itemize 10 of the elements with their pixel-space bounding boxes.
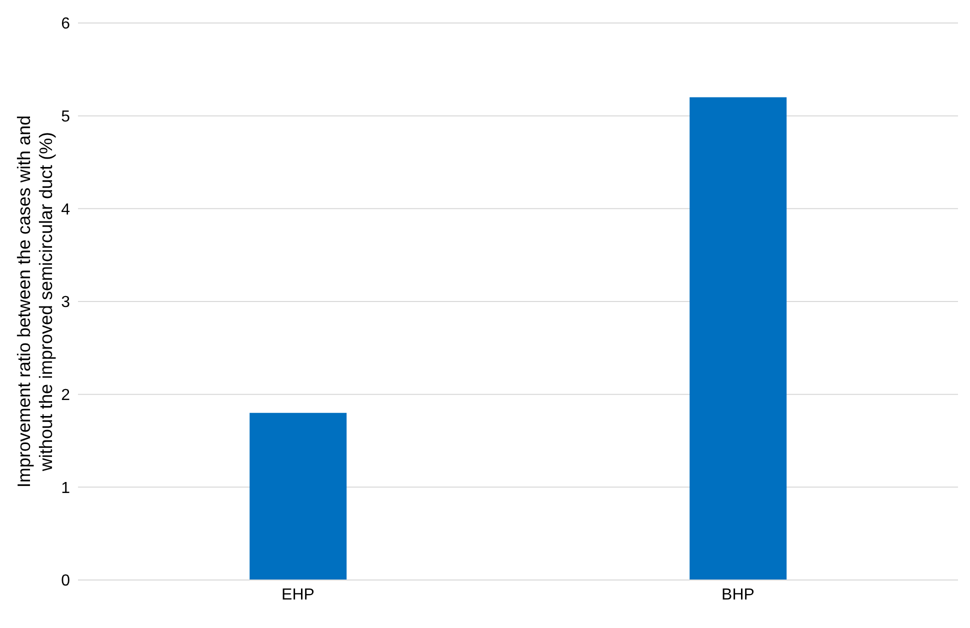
y-tick-label: 1 [61, 480, 70, 497]
y-axis-title: Improvement ratio between the cases with and without the improved semicircular duct (%) [14, 115, 56, 488]
y-tick-label: 3 [61, 294, 70, 312]
y-tick-label: 5 [61, 108, 70, 126]
x-tick-label: EHP [282, 586, 314, 604]
x-tick-label: BHP [722, 586, 754, 604]
y-tick-label: 4 [61, 201, 70, 218]
y-tick-label: 2 [61, 387, 70, 404]
y-tick-label: 6 [61, 16, 70, 33]
y-tick-label: 0 [61, 572, 70, 590]
